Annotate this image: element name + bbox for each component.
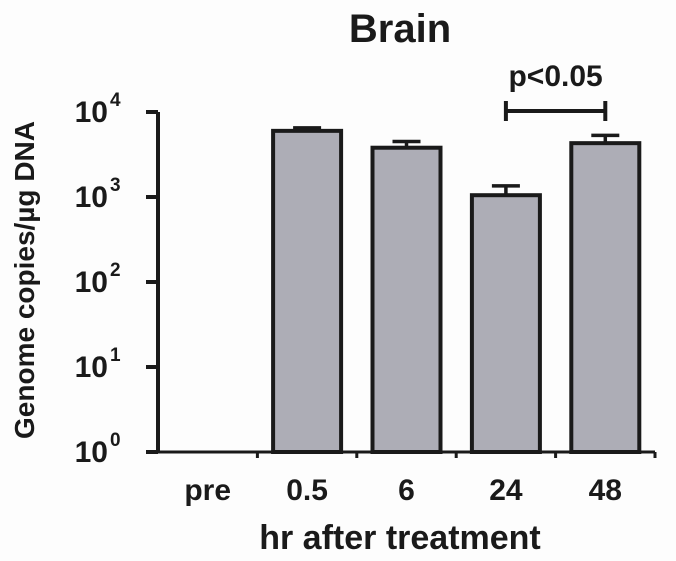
y-tick-exponent: 2 [110,260,121,281]
bar-24 [469,193,542,454]
y-tick-label: 10 [75,181,108,214]
x-tick-label: pre [184,474,231,507]
chart-title: Brain [349,7,451,51]
y-tick-exponent: 4 [110,90,121,111]
significance-label: p<0.05 [508,60,602,93]
x-axis-label: hr after treatment [259,519,541,557]
y-axis-label: Genome copies/µg DNA [9,121,40,439]
y-tick-label: 10 [75,96,108,129]
y-tick-label: 10 [75,351,108,384]
y-tick-label: 10 [75,436,108,469]
x-tick-label: 48 [589,474,622,507]
y-tick-exponent: 3 [110,175,121,196]
bar-0.5 [271,128,344,454]
x-tick-label: 6 [398,474,415,507]
bar-6 [370,145,443,455]
x-tick-label: 24 [489,474,523,507]
y-tick-exponent: 1 [110,345,121,366]
y-tick-label: 10 [75,266,108,299]
bar-48 [569,141,642,454]
x-tick-label: 0.5 [286,474,328,507]
y-tick-exponent: 0 [110,430,121,451]
